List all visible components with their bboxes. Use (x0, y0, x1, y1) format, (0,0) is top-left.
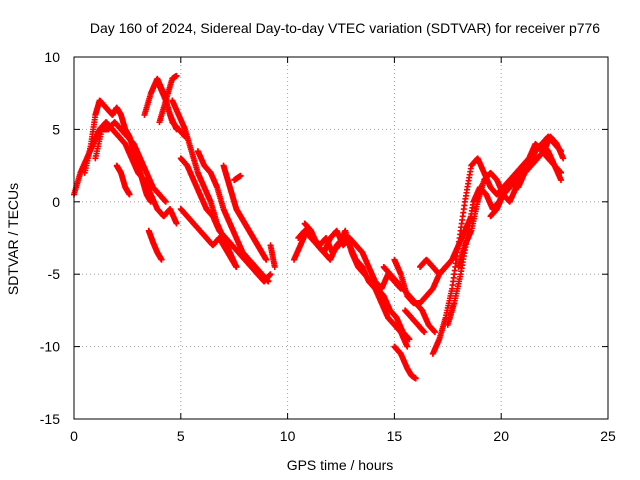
series-track-6 (156, 82, 189, 140)
series-track-14 (216, 235, 240, 270)
series-track-16 (267, 242, 278, 270)
y-tick-label: 10 (44, 49, 60, 65)
series-track-20 (391, 343, 419, 382)
series-track-19 (301, 220, 411, 350)
data-point (162, 198, 169, 205)
x-tick-label: 5 (177, 428, 185, 444)
x-tick-label: 20 (493, 428, 509, 444)
x-tick-label: 15 (387, 428, 403, 444)
data-point (560, 155, 567, 162)
plot-frame (73, 56, 609, 420)
data-point (173, 72, 180, 79)
series-track-3 (92, 119, 169, 205)
data-point (158, 256, 165, 263)
data-point (271, 263, 278, 270)
x-tick-label: 0 (70, 428, 78, 444)
series-track-8 (177, 155, 274, 285)
y-tick-label: -10 (40, 339, 60, 355)
x-axis-label: GPS time / hours (287, 457, 394, 473)
y-tick-label: -5 (48, 266, 61, 282)
y-tick-label: 5 (52, 121, 60, 137)
data-point (558, 177, 565, 184)
data-point (233, 263, 240, 270)
series-track-13 (231, 172, 244, 184)
data-point (173, 220, 180, 227)
x-tick-label: 25 (600, 428, 616, 444)
series-track-28 (402, 307, 428, 336)
series-track-9 (194, 148, 272, 285)
data-point (421, 329, 428, 336)
series-track-12 (220, 162, 270, 263)
data-point (412, 375, 419, 382)
y-axis-label: SDTVAR / TECUs (5, 183, 21, 295)
series-track-10 (177, 206, 223, 249)
data-point (442, 263, 449, 270)
data-point (267, 271, 274, 278)
chart-title: Day 160 of 2024, Sidereal Day-to-day VTE… (90, 20, 600, 36)
data-point (237, 172, 244, 179)
series-track-11 (145, 227, 165, 263)
data-point (406, 336, 413, 343)
data-point (265, 278, 272, 285)
data-point (126, 191, 133, 198)
x-tick-label: 10 (280, 428, 296, 444)
y-tick-label: 0 (52, 194, 60, 210)
data-point (558, 148, 565, 155)
data-points (71, 72, 567, 382)
data-point (263, 256, 270, 263)
series-track-26 (487, 133, 565, 220)
data-point (404, 343, 411, 350)
series-track-15 (113, 162, 133, 198)
data-point (147, 198, 154, 205)
series-track-27 (417, 256, 449, 278)
y-tick-label: -15 (40, 411, 60, 427)
data-point (431, 329, 438, 336)
